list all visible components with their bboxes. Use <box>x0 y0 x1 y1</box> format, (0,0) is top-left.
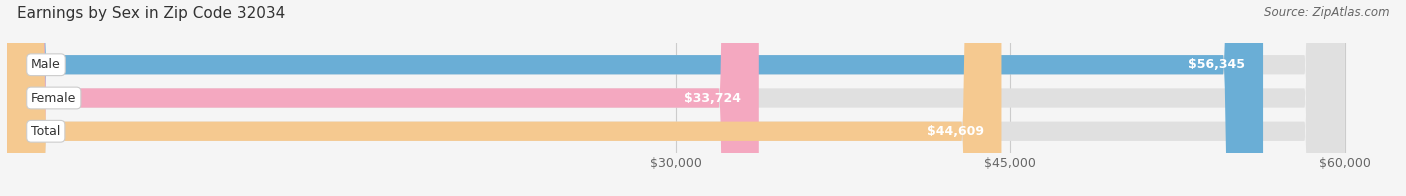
FancyBboxPatch shape <box>7 0 1344 196</box>
FancyBboxPatch shape <box>7 0 1344 196</box>
Text: Earnings by Sex in Zip Code 32034: Earnings by Sex in Zip Code 32034 <box>17 6 285 21</box>
FancyBboxPatch shape <box>7 0 759 196</box>
Text: $33,724: $33,724 <box>683 92 741 104</box>
Text: $44,609: $44,609 <box>927 125 984 138</box>
Text: Source: ZipAtlas.com: Source: ZipAtlas.com <box>1264 6 1389 19</box>
FancyBboxPatch shape <box>7 0 1344 196</box>
FancyBboxPatch shape <box>7 0 1263 196</box>
Text: Male: Male <box>31 58 60 71</box>
Text: Total: Total <box>31 125 60 138</box>
FancyBboxPatch shape <box>7 0 1001 196</box>
Text: $56,345: $56,345 <box>1188 58 1246 71</box>
Text: Female: Female <box>31 92 76 104</box>
